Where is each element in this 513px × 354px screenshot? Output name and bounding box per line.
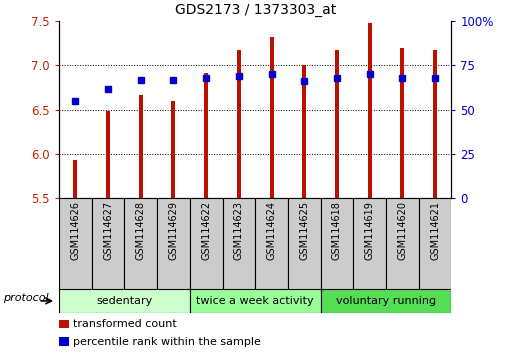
Text: GSM114626: GSM114626 [70, 201, 81, 260]
Bar [59, 198, 92, 289]
Bar [321, 289, 451, 313]
Text: percentile rank within the sample: percentile rank within the sample [73, 337, 261, 347]
Bar [157, 198, 190, 289]
Bar [139, 95, 143, 198]
Bar [171, 101, 175, 198]
Text: GSM114621: GSM114621 [430, 201, 440, 260]
Bar [433, 51, 437, 198]
Text: GSM114620: GSM114620 [398, 201, 407, 260]
Bar [270, 37, 273, 198]
Bar [386, 198, 419, 289]
Text: GSM114624: GSM114624 [267, 201, 277, 260]
Bar [73, 160, 77, 198]
Title: GDS2173 / 1373303_at: GDS2173 / 1373303_at [174, 4, 336, 17]
Bar [335, 50, 339, 198]
Bar [59, 320, 69, 328]
Text: GSM114628: GSM114628 [136, 201, 146, 260]
Bar [204, 73, 208, 198]
Bar [368, 23, 371, 198]
Bar [190, 289, 321, 313]
Bar [59, 289, 190, 313]
Text: voluntary running: voluntary running [336, 296, 436, 306]
Text: protocol: protocol [3, 293, 49, 303]
Bar [321, 198, 353, 289]
Bar [237, 51, 241, 198]
Text: sedentary: sedentary [96, 296, 152, 306]
Bar [106, 110, 110, 198]
Text: transformed count: transformed count [73, 319, 176, 329]
Bar [223, 198, 255, 289]
Bar [92, 198, 125, 289]
Text: GSM114623: GSM114623 [234, 201, 244, 260]
Bar [401, 48, 404, 198]
Text: GSM114622: GSM114622 [201, 201, 211, 260]
Bar [255, 198, 288, 289]
Bar [59, 337, 69, 346]
Text: GSM114625: GSM114625 [299, 201, 309, 260]
Text: GSM114618: GSM114618 [332, 201, 342, 260]
Bar [353, 198, 386, 289]
Bar [124, 198, 157, 289]
Text: GSM114629: GSM114629 [168, 201, 179, 260]
Bar [288, 198, 321, 289]
Bar [190, 198, 223, 289]
Text: GSM114619: GSM114619 [365, 201, 374, 260]
Bar [419, 198, 451, 289]
Text: twice a week activity: twice a week activity [196, 296, 314, 306]
Text: GSM114627: GSM114627 [103, 201, 113, 260]
Bar [302, 65, 306, 198]
